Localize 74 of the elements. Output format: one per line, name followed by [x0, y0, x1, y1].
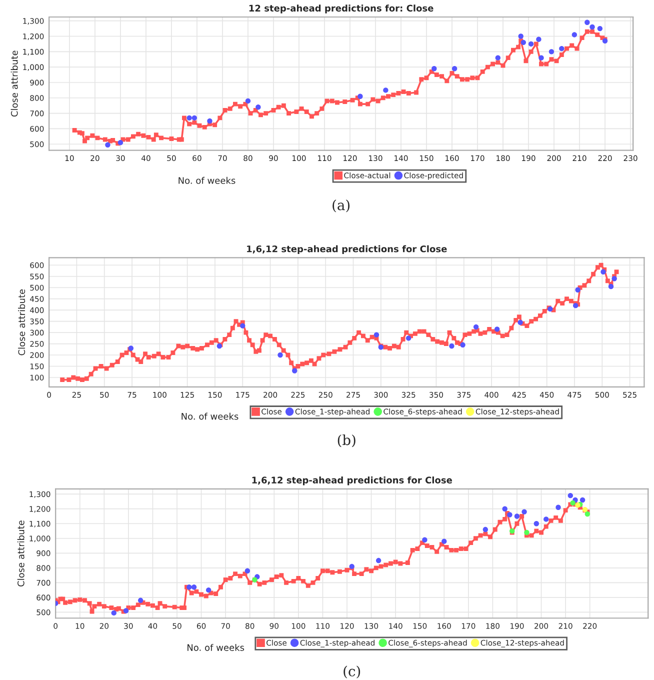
point [473, 324, 479, 330]
chart-title: 1,6,12 step-ahead predictions for Close [252, 476, 452, 486]
point [123, 608, 129, 614]
x-axis-title: No. of weeks [182, 412, 238, 420]
text: (b) [338, 434, 356, 448]
point [278, 352, 283, 358]
point [584, 511, 590, 517]
text: (a) [332, 200, 350, 212]
point [522, 509, 527, 514]
point [570, 500, 576, 506]
point [406, 336, 412, 341]
point [118, 140, 124, 146]
point [245, 98, 251, 104]
point [442, 538, 447, 544]
y-axis-title: Close attribute [18, 289, 26, 356]
point [580, 497, 586, 503]
point [575, 502, 580, 508]
point [374, 332, 380, 338]
point [536, 36, 542, 42]
point [482, 526, 488, 532]
point [494, 326, 500, 332]
point [422, 537, 428, 542]
point [186, 115, 192, 121]
point [572, 32, 578, 38]
point [575, 287, 580, 292]
point [600, 269, 606, 274]
x-axis-title: No. of weeks [178, 176, 236, 184]
point [292, 368, 298, 374]
chart-title: 1,6,12 step-ahead predictions for Close [247, 245, 447, 254]
point [612, 276, 617, 282]
point [432, 66, 437, 72]
point [548, 49, 554, 54]
point [206, 587, 212, 593]
point [244, 568, 250, 574]
point [186, 584, 192, 590]
point [524, 530, 530, 536]
point [449, 343, 454, 349]
point [256, 104, 261, 110]
point [138, 598, 144, 603]
point [568, 492, 574, 498]
point [520, 40, 526, 46]
point [507, 512, 512, 518]
point [544, 516, 549, 522]
point [573, 302, 578, 308]
point [105, 142, 110, 148]
point [608, 284, 614, 290]
point [514, 514, 520, 519]
y-axis-title: Close attribute [10, 50, 18, 117]
point [376, 558, 382, 564]
point [590, 24, 595, 30]
point [495, 55, 501, 60]
point [460, 342, 466, 348]
text: (c) [344, 666, 360, 678]
y-axis-title: Close attribute [17, 520, 24, 586]
point [111, 610, 116, 616]
point [584, 20, 590, 25]
chart-title: 12 step-ahead predictions for: Close [249, 4, 434, 14]
point [534, 521, 540, 526]
point [502, 506, 508, 512]
point [538, 55, 544, 60]
point [559, 46, 564, 52]
point [556, 504, 561, 510]
point [528, 41, 534, 47]
x-axis-title: No. of weeks [188, 644, 244, 651]
point [518, 34, 524, 39]
point [191, 584, 197, 590]
point [518, 320, 523, 326]
point [358, 94, 363, 99]
point [597, 26, 603, 32]
point [240, 323, 246, 328]
point [452, 66, 458, 72]
point [383, 88, 388, 93]
point [192, 115, 198, 121]
point [207, 118, 212, 124]
